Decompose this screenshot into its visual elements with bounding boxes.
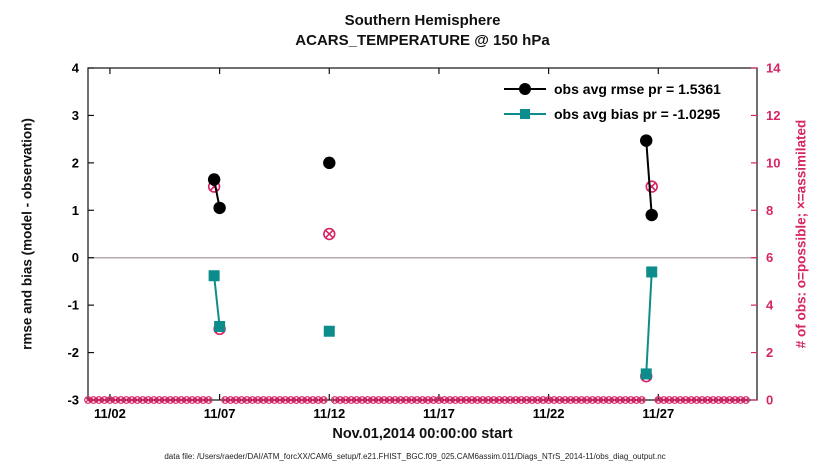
y-left-tick-label: 0 xyxy=(72,250,79,265)
y-axis-label-left: rmse and bias (model - observation) xyxy=(19,118,35,350)
y-right-tick-label: 0 xyxy=(766,393,773,408)
plot-root: 11/02 11/07 11/12 11/17 11/22 11/27-3-2-10123… xyxy=(67,61,781,422)
obs-count-markers xyxy=(207,180,658,383)
y-left-tick-label: -1 xyxy=(67,298,79,313)
legend-entry-bias: obs avg bias pr = -1.0295 xyxy=(502,101,721,126)
x-tick-label: 11/02 xyxy=(94,406,126,421)
y-left-tick-label: -3 xyxy=(67,393,79,408)
bias-legend-square xyxy=(520,108,530,119)
legend: obs avg rmse pr = 1.5361 obs avg bias pr… xyxy=(502,76,721,126)
legend-entry-rmse: obs avg rmse pr = 1.5361 xyxy=(502,76,721,101)
x-tick-label: 11/17 xyxy=(423,406,455,421)
obs-avg-rmse-series xyxy=(207,134,658,222)
legend-label-rmse: obs avg rmse pr = 1.5361 xyxy=(554,80,721,97)
y-right-tick-label: 12 xyxy=(766,108,780,123)
axis-ticks: 11/02 11/07 11/12 11/17 11/22 11/27-3-2-10123… xyxy=(67,61,781,422)
y-left-tick-label: 1 xyxy=(72,203,79,218)
y-right-tick-label: 4 xyxy=(766,298,774,313)
x-tick-label: 11/22 xyxy=(533,406,565,421)
chart-title: Southern Hemisphere xyxy=(344,12,501,29)
y-left-tick-label: 3 xyxy=(72,108,79,123)
bias-legend-marker-icon xyxy=(504,108,546,119)
y-right-tick-label: 10 xyxy=(766,155,780,170)
y-right-tick-label: 2 xyxy=(766,345,773,360)
y-left-tick-label: 2 xyxy=(72,155,79,170)
x-axis-label: Nov.01,2014 00:00:00 start xyxy=(332,426,513,442)
y-left-tick-label: -2 xyxy=(67,345,79,360)
rmse-legend-marker-icon xyxy=(504,82,546,95)
y-right-tick-label: 8 xyxy=(766,203,773,218)
x-tick-label: 11/07 xyxy=(204,406,236,421)
x-tick-label: 11/12 xyxy=(313,406,345,421)
footer-caption: data file: /Users/raeder/DAI/ATM_forcXX/… xyxy=(164,452,666,461)
chart-subtitle: ACARS_TEMPERATURE @ 150 hPa xyxy=(295,32,550,49)
obs-count-zero-row xyxy=(84,396,750,404)
rmse-legend-dot xyxy=(519,82,531,95)
y-axis-label-right: # of obs: o=possible; ×=assimilated xyxy=(793,119,809,349)
y-right-tick-label: 6 xyxy=(766,250,773,265)
y-right-tick-label: 14 xyxy=(766,61,781,76)
x-tick-label: 11/27 xyxy=(642,406,674,421)
legend-label-bias: obs avg bias pr = -1.0295 xyxy=(554,105,721,122)
y-left-tick-label: 4 xyxy=(72,61,80,76)
obs-avg-bias-series xyxy=(208,266,658,380)
